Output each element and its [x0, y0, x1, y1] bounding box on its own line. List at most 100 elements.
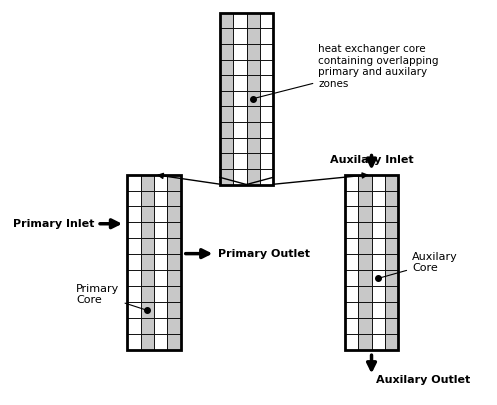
Bar — [154, 190, 167, 207]
Bar — [167, 254, 180, 271]
Bar — [127, 207, 141, 222]
Bar — [260, 44, 273, 60]
Bar — [385, 286, 398, 303]
Bar — [233, 122, 247, 138]
Bar — [358, 207, 372, 222]
Bar — [260, 91, 273, 107]
Bar — [385, 271, 398, 286]
Bar — [260, 153, 273, 169]
Bar — [233, 153, 247, 169]
Bar — [154, 175, 167, 190]
Bar — [358, 286, 372, 303]
Bar — [260, 28, 273, 44]
Bar — [372, 175, 385, 190]
Bar — [345, 318, 358, 334]
Bar — [247, 138, 260, 153]
Bar — [247, 13, 260, 28]
Bar — [167, 175, 180, 190]
Bar — [260, 13, 273, 28]
Bar — [372, 334, 385, 350]
Bar — [127, 286, 141, 303]
Bar — [127, 239, 141, 254]
Bar — [220, 60, 233, 75]
Bar — [127, 190, 141, 207]
Bar — [220, 107, 233, 122]
Bar — [358, 175, 372, 190]
Bar — [167, 239, 180, 254]
Bar — [220, 28, 233, 44]
Bar — [220, 44, 233, 60]
Bar — [385, 239, 398, 254]
Bar — [358, 318, 372, 334]
Bar — [220, 169, 233, 185]
Bar — [385, 318, 398, 334]
Bar — [372, 318, 385, 334]
Bar — [358, 222, 372, 239]
Bar — [127, 222, 141, 239]
Bar — [345, 207, 358, 222]
Bar — [220, 91, 233, 107]
Bar — [154, 254, 167, 271]
Text: heat exchanger core
containing overlapping
primary and auxilary
zones: heat exchanger core containing overlappi… — [256, 44, 439, 98]
Bar — [233, 13, 247, 28]
Bar — [247, 60, 260, 75]
Bar — [247, 44, 260, 60]
Bar — [372, 286, 385, 303]
Bar — [167, 303, 180, 318]
Bar — [247, 75, 260, 91]
Bar — [141, 175, 154, 190]
Bar — [167, 190, 180, 207]
Bar — [127, 334, 141, 350]
Bar — [141, 286, 154, 303]
Bar — [154, 207, 167, 222]
Bar — [358, 190, 372, 207]
Bar — [127, 271, 141, 286]
Bar — [233, 75, 247, 91]
Bar — [141, 190, 154, 207]
Bar — [167, 207, 180, 222]
Bar — [372, 254, 385, 271]
Bar — [345, 175, 358, 190]
Bar — [247, 107, 260, 122]
Bar — [345, 254, 358, 271]
Bar — [233, 107, 247, 122]
Bar — [345, 239, 358, 254]
Bar — [372, 303, 385, 318]
Bar — [220, 13, 233, 28]
Bar — [141, 318, 154, 334]
Bar — [358, 254, 372, 271]
Bar — [385, 207, 398, 222]
Bar — [345, 271, 358, 286]
Text: Primary Outlet: Primary Outlet — [218, 249, 310, 259]
Bar — [141, 239, 154, 254]
Bar — [220, 75, 233, 91]
Bar — [247, 28, 260, 44]
Text: Auxilary Inlet: Auxilary Inlet — [330, 155, 414, 164]
Bar — [345, 190, 358, 207]
Bar — [260, 75, 273, 91]
Bar — [247, 91, 260, 107]
Text: Auxilary Outlet: Auxilary Outlet — [376, 375, 470, 385]
Bar — [358, 303, 372, 318]
Text: Primary Inlet: Primary Inlet — [13, 219, 95, 229]
Bar — [260, 60, 273, 75]
Bar — [260, 122, 273, 138]
Bar — [154, 239, 167, 254]
Bar — [233, 169, 247, 185]
Bar — [372, 239, 385, 254]
Bar — [385, 190, 398, 207]
Bar — [345, 286, 358, 303]
Bar — [260, 138, 273, 153]
Bar — [167, 334, 180, 350]
Bar — [141, 334, 154, 350]
Bar — [385, 334, 398, 350]
Bar — [233, 28, 247, 44]
Bar — [233, 91, 247, 107]
Bar — [154, 271, 167, 286]
Bar — [154, 334, 167, 350]
Bar — [358, 334, 372, 350]
Bar — [141, 303, 154, 318]
Bar — [247, 122, 260, 138]
Bar — [385, 254, 398, 271]
Text: Auxilary
Core: Auxilary Core — [381, 252, 458, 278]
